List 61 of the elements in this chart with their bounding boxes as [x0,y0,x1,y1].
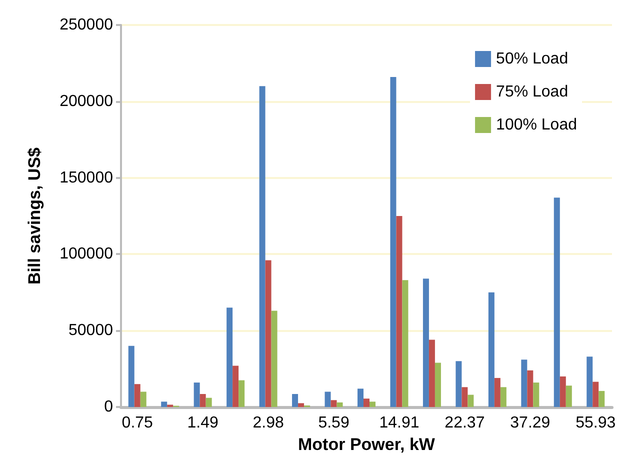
bar [434,362,441,407]
bar [206,398,212,407]
bar [330,400,337,407]
bar [364,398,370,407]
bar [226,308,233,407]
bar [200,394,206,407]
legend-label: 100% Load [496,116,578,134]
bar [462,387,468,407]
x-tick-label: 5.59 [318,414,350,432]
bar [390,76,396,407]
bar [586,356,593,407]
bar [598,390,605,407]
x-tick-label: 37.29 [510,414,550,432]
bar [370,402,376,407]
x-tick-label: 22.37 [444,414,485,432]
bar [238,380,245,407]
bar [422,278,429,407]
bar [128,346,134,407]
bar [134,384,140,407]
bar [402,280,408,407]
bar [428,340,435,407]
x-tick-label: 2.98 [252,414,284,432]
bar [292,394,298,407]
y-tick-label: 0 [104,398,114,416]
bar [194,382,200,407]
bar [265,260,272,407]
bar [161,402,168,407]
bar [566,386,572,407]
x-tick-label: 0.75 [122,414,154,432]
x-tick-label: 14.91 [379,414,420,432]
bar [271,310,278,407]
bar [500,387,506,407]
bar [527,370,534,407]
bar [324,392,331,407]
y-tick-label: 100000 [60,246,114,263]
bar [358,388,364,407]
bar [232,366,239,407]
legend-label: 50% Load [496,50,568,68]
y-tick-label: 50000 [68,322,114,340]
bar [521,360,528,407]
x-tick-label: 1.49 [187,414,219,432]
bar [533,382,540,407]
bar [336,402,343,407]
bar [468,394,474,407]
bar [259,86,266,407]
y-tick-label: 250000 [60,16,114,34]
x-axis-title: Motor Power, kW [298,434,436,454]
bar [488,292,494,407]
bar [560,376,566,407]
y-tick-label: 200000 [60,92,114,110]
bar [396,216,402,407]
x-tick-label: 55.93 [576,414,616,432]
bar [140,392,146,407]
bar [494,378,500,407]
y-tick-label: 150000 [60,169,114,186]
legend-label: 75% Load [496,84,568,100]
y-axis-title: Bill savings, US$ [25,146,44,284]
bar [298,403,304,407]
bar [592,382,599,407]
bar [456,361,462,407]
bar [554,198,560,407]
